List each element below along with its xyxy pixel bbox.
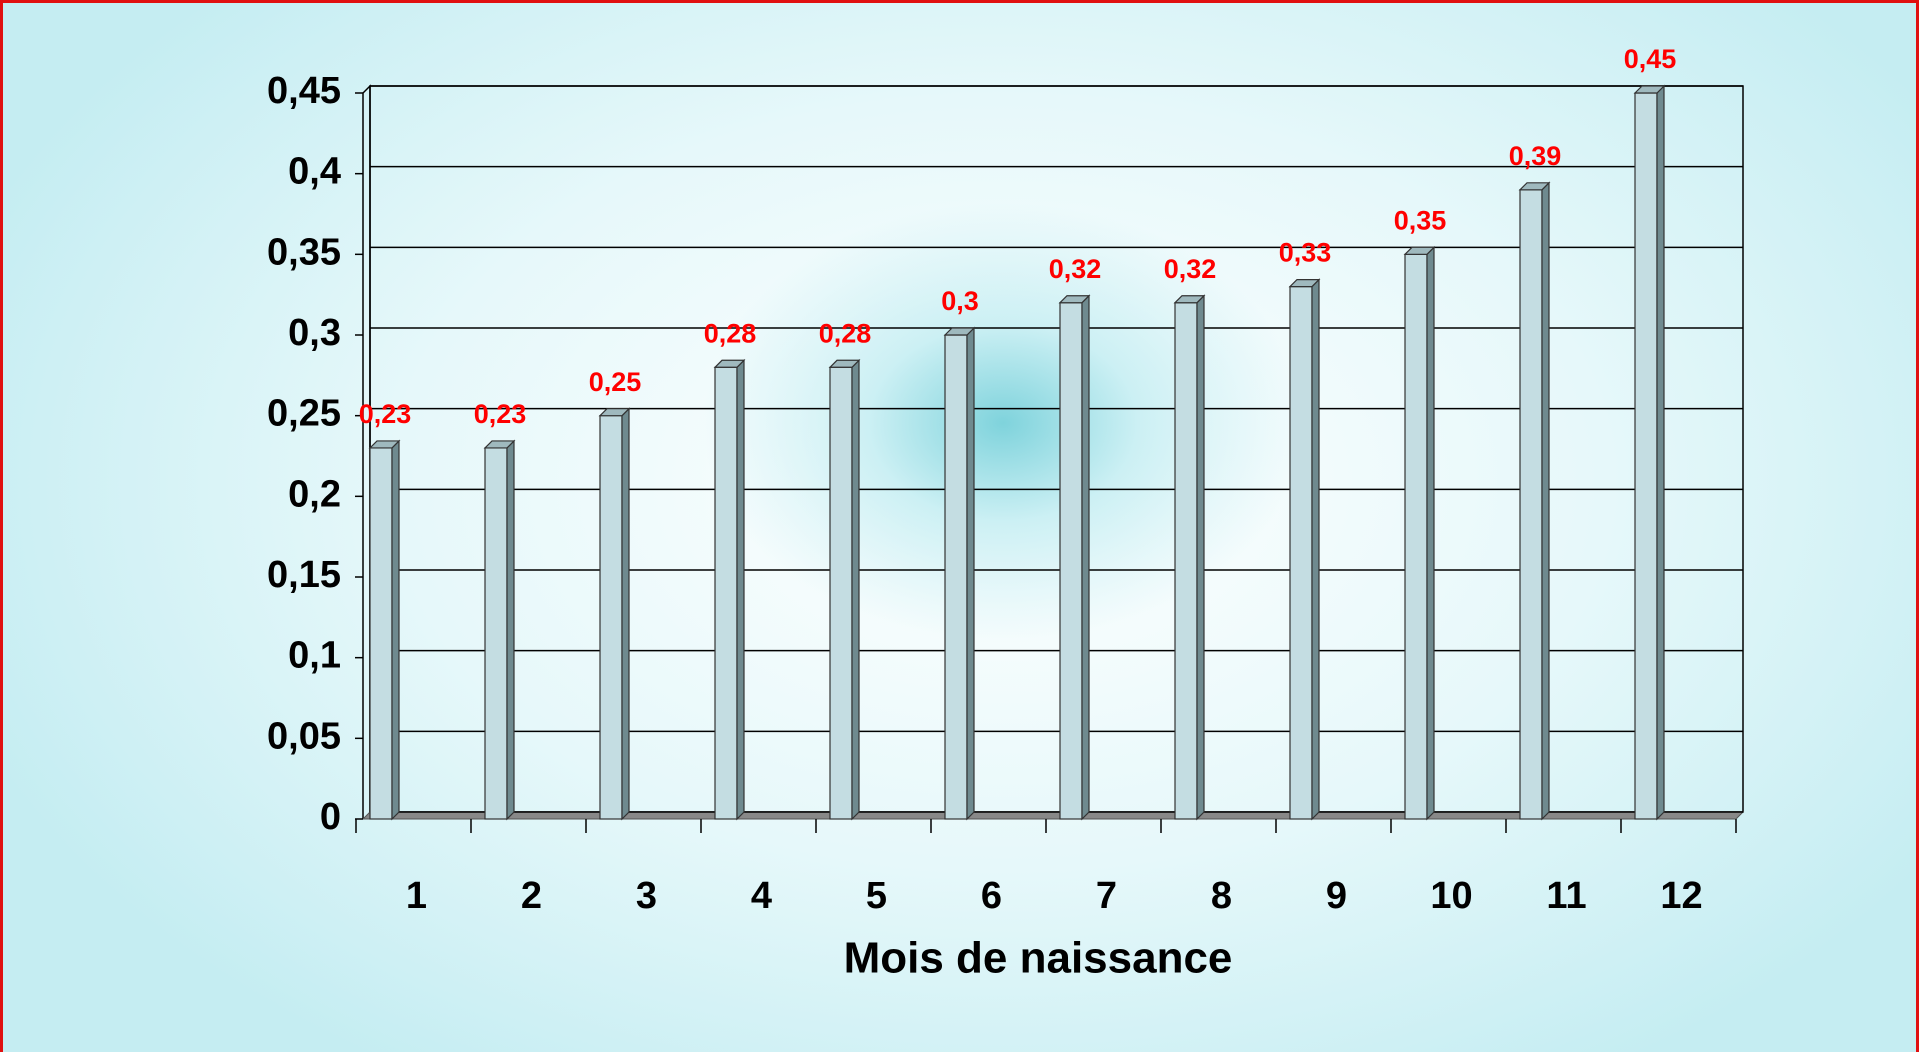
y-tick-label: 0,05 [267,715,341,757]
bar-3d [1403,245,1436,821]
x-tick-label: 1 [406,875,427,917]
bar-3d [943,326,976,821]
bar-3d [1288,278,1321,821]
x-tick-label: 8 [1211,875,1232,917]
x-tick-label: 10 [1430,875,1472,917]
bar-3d [483,439,516,821]
bar-top [598,408,631,417]
x-axis-label: Mois de naissance [844,934,1233,983]
data-label: 0,32 [1164,254,1217,284]
bar [1404,253,1428,820]
y-tick-label: 0,3 [288,312,341,354]
bar-3d [1058,294,1091,821]
bar-side [736,358,745,821]
bar-side [1081,294,1090,821]
data-label: 0,28 [819,318,872,348]
bar-top [1173,295,1206,304]
data-label: 0,23 [359,399,412,429]
bar-side [391,439,400,821]
bar-3d [713,358,746,821]
y-tick-label: 0,1 [288,635,341,677]
bar-side [621,407,630,821]
bar-3d [368,439,401,821]
bar-top [368,440,401,449]
y-tick-label: 0,15 [267,554,341,596]
x-tick-label: 7 [1096,875,1117,917]
bar [1174,302,1198,820]
data-label: 0,25 [589,367,642,397]
bar-3d [1518,181,1551,821]
bar-top [1288,279,1321,288]
data-label: 0,33 [1279,238,1332,268]
x-tick-label: 11 [1546,875,1586,917]
side-wall [362,84,371,819]
bar [1519,189,1543,820]
bar-top [1403,246,1436,255]
x-tick-label: 12 [1660,875,1702,917]
bar-side [1196,294,1205,821]
x-tick-label: 6 [981,875,1002,917]
bar-3d [1173,294,1206,821]
bar-side [1426,245,1435,821]
bar [484,447,508,820]
bar [944,334,968,820]
x-tick-label: 3 [636,875,657,917]
data-label: 0,39 [1509,141,1562,171]
bar-side [1541,181,1550,821]
bar-side [506,439,515,821]
x-tick-label: 2 [521,875,542,917]
bar-side [966,326,975,821]
bar-3d [1633,84,1666,821]
bar-top [483,440,516,449]
y-tick-label: 0 [320,796,341,838]
data-label: 0,35 [1394,205,1447,235]
y-tick-label: 0,2 [288,473,341,515]
bar [714,366,738,820]
bar [1634,92,1658,820]
bar [829,366,853,820]
data-label: 0,3 [941,286,979,316]
bar-top [1058,295,1091,304]
bar [1059,302,1083,820]
data-label: 0,23 [474,399,527,429]
bar [599,415,623,820]
data-label: 0,28 [704,318,757,348]
data-label: 0,45 [1624,44,1677,74]
bar-side [851,358,860,821]
bar [1289,286,1313,820]
bar-top [943,327,976,336]
bar-top [828,359,861,368]
bar-top [713,359,746,368]
x-tick-label: 5 [866,875,887,917]
bar-top [1633,85,1666,94]
x-tick-label: 4 [751,875,772,917]
bar-side [1311,278,1320,821]
bar [369,447,393,820]
y-tick-label: 0,45 [267,70,341,112]
chart: Mois de naissance 0 0,05 0,1 0,15 0,2 0,25 0,3… [267,44,1745,983]
data-label: 0,32 [1049,254,1102,284]
bar-3d [598,407,631,821]
bar-3d [828,358,861,821]
bar-side [1656,84,1665,821]
x-tick-label: 9 [1326,875,1347,917]
y-tick-label: 0,25 [267,393,341,435]
bar-top [1518,182,1551,191]
y-tick-label: 0,35 [267,231,341,273]
y-tick-label: 0,4 [288,151,341,193]
